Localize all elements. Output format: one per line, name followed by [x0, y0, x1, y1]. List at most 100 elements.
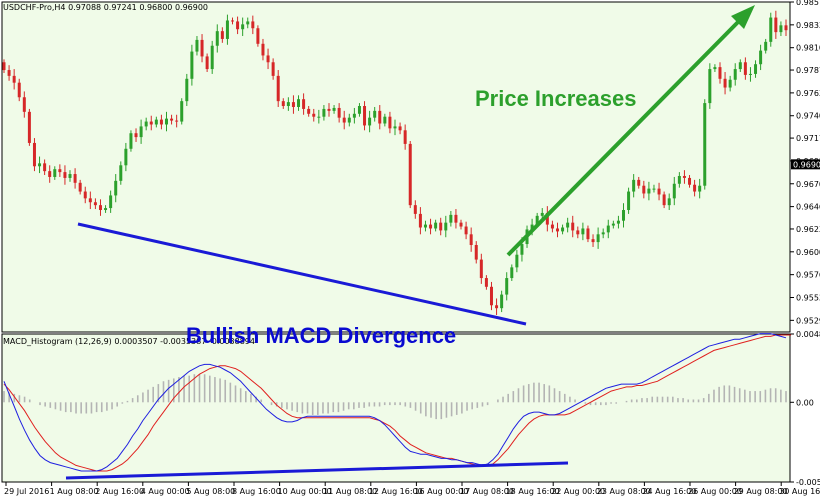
candle-body — [439, 222, 443, 231]
candle-body — [591, 239, 595, 243]
candle-body — [205, 56, 209, 70]
candle-body — [479, 259, 483, 279]
candle-body — [637, 179, 641, 186]
candle-body — [164, 118, 168, 125]
price-header: USDCHF-Pro,H4 0.97088 0.97241 0.96800 0.… — [3, 3, 208, 12]
candle-body — [459, 222, 463, 227]
candle-body — [383, 116, 387, 124]
candle-body — [708, 69, 712, 104]
candle-body — [682, 175, 686, 178]
candle-body — [215, 31, 219, 46]
candle-body — [22, 97, 26, 112]
candle-body — [464, 226, 468, 235]
candle-body — [611, 223, 615, 226]
x-tick-label: 26 Aug 00:00 — [688, 487, 742, 496]
x-tick-label: 22 Aug 00:00 — [551, 487, 605, 496]
bullish-macd-divergence-label: Bullish MACD Divergence — [186, 323, 456, 348]
macd-header: MACD_Histogram (12,26,9) 0.0003507 -0.00… — [3, 337, 255, 346]
candle-body — [505, 278, 509, 295]
candle-body — [297, 99, 301, 107]
x-tick-label: 18 Aug 16:00 — [506, 487, 560, 496]
candle-body — [764, 41, 768, 51]
candle-body — [266, 55, 270, 63]
candle-body — [566, 222, 570, 228]
candle-body — [586, 228, 590, 240]
x-tick-label: 8 Aug 16:00 — [232, 487, 281, 496]
candle-body — [190, 51, 194, 79]
candle-body — [520, 244, 524, 255]
macd-line — [3, 333, 787, 472]
candle-body — [241, 24, 245, 30]
candle-body — [627, 191, 631, 211]
price-candles — [2, 10, 788, 315]
y-tick-label: 0.97870 — [796, 66, 820, 75]
candle-body — [231, 20, 235, 22]
candle-body — [114, 180, 118, 196]
y-tick-label: 0.96465 — [796, 203, 820, 212]
candle-body — [307, 108, 311, 114]
candle-body — [43, 163, 47, 172]
candle-body — [256, 28, 260, 44]
y-tick-label: 0.96700 — [796, 180, 820, 189]
candle-body — [500, 294, 504, 309]
candle-body — [200, 39, 204, 57]
x-tick-label: 29 Aug 08:00 — [734, 487, 788, 496]
macd-panel — [1, 333, 791, 483]
candle-body — [723, 78, 727, 88]
candle-body — [210, 45, 214, 70]
candle-body — [27, 111, 31, 143]
candle-body — [642, 185, 646, 194]
y-tick-label: 0.98100 — [796, 44, 820, 53]
candle-body — [159, 119, 163, 125]
candle-body — [652, 188, 656, 190]
candle-body — [779, 25, 783, 33]
candle-body — [98, 205, 102, 211]
candle-body — [693, 184, 697, 192]
candle-body — [93, 202, 97, 206]
price-increases-label: Price Increases — [475, 86, 636, 111]
x-tick-label: 11 Aug 08:00 — [323, 487, 377, 496]
candle-body — [535, 215, 539, 225]
candle-body — [393, 126, 397, 129]
candle-body — [175, 120, 179, 122]
candle-body — [444, 222, 448, 231]
candle-body — [515, 254, 519, 268]
x-tick-label: 16 Aug 00:00 — [414, 487, 468, 496]
macd-y-tick-label: 0.00 — [796, 398, 814, 407]
candle-body — [561, 227, 565, 232]
y-tick-label: 0.96235 — [796, 225, 820, 234]
candle-body — [129, 133, 133, 149]
price-trendline — [77, 222, 527, 326]
candle-body — [7, 70, 11, 76]
candle-body — [2, 62, 6, 71]
candle-body — [144, 121, 148, 127]
current-price-label: 0.96900 — [793, 160, 820, 169]
x-tick-label: 1 Aug 08:00 — [50, 487, 99, 496]
candle-body — [58, 169, 62, 173]
candle-body — [703, 103, 707, 186]
candle-body — [718, 67, 722, 79]
candle-body — [743, 62, 747, 75]
annotations — [65, 5, 755, 480]
candle-body — [149, 121, 153, 125]
candle-body — [622, 210, 626, 221]
candle-body — [576, 230, 580, 235]
candle-body — [616, 220, 620, 224]
candle-body — [728, 79, 732, 88]
candle-body — [784, 25, 788, 31]
candle-body — [342, 117, 346, 123]
candle-body — [32, 142, 36, 167]
candle-body — [530, 224, 534, 230]
candle-body — [408, 143, 412, 206]
candle-body — [281, 101, 285, 107]
candle-body — [352, 113, 356, 118]
candle-body — [276, 75, 280, 102]
candle-body — [38, 163, 42, 167]
candle-body — [68, 174, 72, 178]
x-tick-label: 29 Jul 2016 — [4, 487, 49, 496]
candle-body — [429, 224, 433, 229]
candle-body — [134, 133, 138, 138]
candle-body — [657, 188, 661, 195]
candle-body — [327, 108, 331, 111]
candle-body — [454, 214, 458, 223]
